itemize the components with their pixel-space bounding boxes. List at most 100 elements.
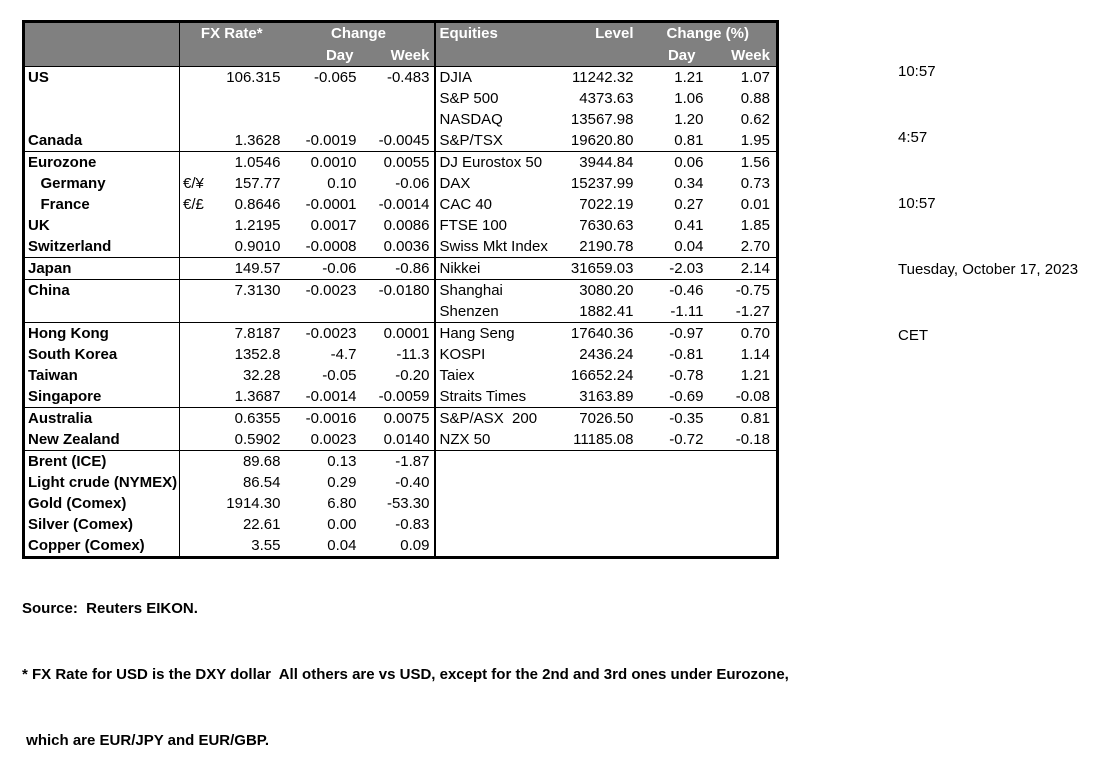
cell-currency-pair: €/£	[179, 194, 206, 215]
header-fx-day: Day	[283, 45, 362, 67]
cell-fx-change-week: -1.87	[395, 453, 430, 470]
cell-equity-change-week: 1.07	[740, 69, 770, 86]
cell-equity-change-day: 0.81	[639, 130, 710, 152]
cell-fx-rate: 1352.8	[234, 346, 281, 363]
cell-equity-change-week: 0.70	[740, 325, 770, 342]
cell-fx-change-week: -0.0014	[378, 196, 430, 213]
cell-equity-level: 1882.41	[559, 301, 640, 323]
cell-currency-pair	[179, 301, 206, 323]
cell-fx-change-week: -0.40	[395, 474, 430, 491]
cell-equity-change-day: -0.97	[669, 325, 704, 342]
cell-equity-name: S&P 500	[433, 88, 560, 109]
header-blank	[179, 45, 206, 67]
cell-equity-name: DAX	[433, 173, 560, 194]
cell-fx-rate	[206, 109, 284, 130]
cell-fx-rate: 1.2195	[234, 217, 281, 234]
table-row: Hong Kong 7.8187 -0.0023 0.0001 Hang Seng 176…	[24, 322, 778, 344]
table-body: US 106.315 -0.065 -0.483 DJIA 11242.32 1.21 1.0…	[23, 66, 778, 558]
cell-equity-level: 4373.63	[579, 90, 634, 107]
cell-fx-rate: 0.9010	[205, 236, 284, 258]
cell-equity-name: KOSPI	[433, 344, 560, 365]
cell-equity-change-week: 1.21	[740, 367, 770, 384]
cell-fx-change-week: 0.09	[400, 537, 430, 554]
header-blank	[559, 45, 640, 67]
cell-equity-name: CAC 40	[433, 194, 560, 215]
cell-country: Silver (Comex)	[28, 516, 134, 533]
cell-fx-change-week: 0.0055	[383, 154, 430, 171]
cell-fx-change-day: -0.065	[313, 69, 357, 86]
header-equities: Equities	[433, 21, 560, 45]
cell-equity-name: Straits Times	[433, 386, 560, 408]
cell-currency-pair	[179, 215, 206, 236]
cell-country: Singapore	[23, 386, 180, 408]
cell-equity-name: Nikkei	[433, 257, 560, 280]
cell-equity-name: S&P/ASX 200	[433, 407, 560, 429]
cell-currency-pair	[179, 257, 206, 280]
cell-equity-level: 13567.98	[570, 111, 634, 128]
cell-country: France	[28, 196, 90, 213]
fx-equities-table: FX Rate* Change Equities Level Change (%…	[22, 20, 779, 559]
cell-fx-rate: 7.8187	[234, 325, 281, 342]
cell-equity-name: NZX 50	[433, 429, 560, 451]
cell-fx-rate: 157.77	[234, 175, 281, 192]
cell-fx-change-week	[361, 301, 435, 323]
cell-fx-rate: 0.8646	[234, 196, 281, 213]
cell-currency-pair: €/¥	[179, 173, 206, 194]
cell-currency-pair	[179, 493, 206, 514]
cell-fx-change-week: -0.483	[386, 69, 430, 86]
cell-equity-name: DJIA	[433, 66, 560, 88]
header-blank	[205, 45, 284, 67]
cell-currency-pair	[179, 535, 206, 558]
table-row: Singapore 1.3687 -0.0014 -0.0059 Straits Tim…	[23, 386, 778, 408]
cell-country: Hong Kong	[28, 325, 109, 342]
header-level: Level	[559, 21, 640, 45]
cell-fx-change-day: -0.0014	[283, 386, 362, 408]
cell-currency-pair	[179, 386, 206, 408]
table-row: US 106.315 -0.065 -0.483 DJIA 11242.32 1.21 1.0…	[24, 66, 778, 88]
cell-equity-level: 7026.50	[579, 410, 634, 427]
timezone-label: CET	[898, 327, 928, 344]
cell-currency-pair	[179, 130, 206, 152]
cell-equity-level: 19620.80	[559, 130, 640, 152]
cell-fx-change-week: -11.3	[396, 346, 430, 363]
cell-fx-change-day: 0.13	[327, 453, 357, 470]
header-change-pct: Change (%)	[639, 21, 778, 45]
cell-fx-change-week	[362, 109, 435, 130]
table-row: Shenzen 1882.41 -1.11 -1.27	[23, 301, 778, 323]
header-blank	[433, 45, 560, 67]
cell-fx-rate: 1914.30	[226, 495, 281, 512]
cell-equity-change-week: 0.88	[740, 90, 770, 107]
cell-fx-change-week: 0.0086	[383, 217, 430, 234]
cell-equity-level: 11185.08	[559, 429, 640, 451]
cell-currency-pair	[179, 109, 206, 130]
cell-currency-pair	[179, 407, 206, 429]
cell-equity-name: NASDAQ	[433, 109, 560, 130]
cell-equity-change-day: -0.35	[669, 410, 704, 427]
cell-equity-change-week: 2.70	[709, 236, 778, 258]
table-row: NASDAQ 13567.98 1.20 0.62	[24, 109, 778, 130]
cell-fx-rate: 86.54	[242, 474, 281, 491]
cell-fx-rate: 89.68	[242, 453, 281, 470]
cell-country: Canada	[23, 130, 180, 152]
timestamp-block: 10:57 4:57 10:57 Tuesday, October 17, 20…	[898, 17, 1078, 369]
cell-equity-level: 31659.03	[559, 257, 640, 280]
table-row: Germany €/¥ 157.77 0.10 -0.06 DAX 15237.99 0.34…	[24, 173, 778, 194]
cell-equity-level: 15237.99	[570, 175, 634, 192]
cell-country: Gold (Comex)	[28, 495, 127, 512]
cell-equity-change-week: 0.73	[740, 175, 770, 192]
header-blank	[23, 45, 180, 67]
cell-currency-pair	[179, 450, 206, 472]
cell-fx-rate	[206, 88, 284, 109]
cell-fx-rate: 1.3687	[205, 386, 284, 408]
cell-fx-change-week: -0.83	[395, 516, 430, 533]
cell-equity-change-week: 1.56	[740, 154, 770, 171]
table-row: Japan 149.57 -0.06 -0.86 Nikkei 31659.03 -2.03…	[23, 257, 778, 280]
date-line: Tuesday, October 17, 2023	[898, 261, 1079, 278]
cell-equity-change-day: -0.78	[669, 367, 704, 384]
cell-equity-level: 3163.89	[559, 386, 640, 408]
cell-fx-change-week: -53.30	[386, 495, 430, 512]
cell-fx-change-week: -0.20	[395, 367, 430, 384]
cell-equity-change-day: 0.04	[639, 236, 710, 258]
table-row: Light crude (NYMEX) 86.54 0.29 -0.40	[24, 472, 778, 493]
table-row: China 7.3130 -0.0023 -0.0180 Shanghai 3080.20…	[24, 279, 778, 301]
